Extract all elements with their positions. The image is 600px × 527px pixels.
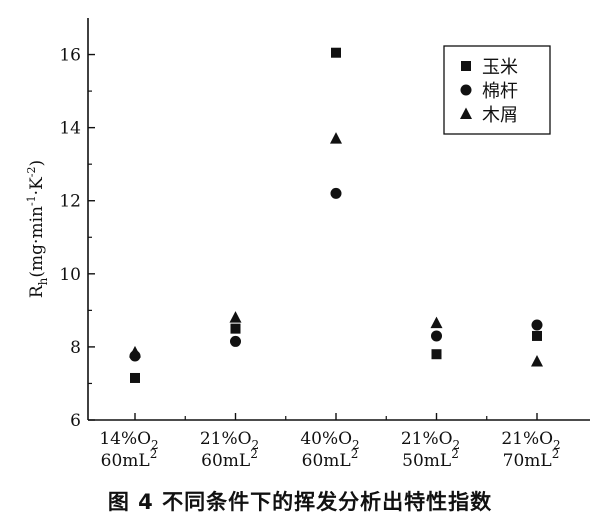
x-tick-label-line1: 14%O2 — [99, 429, 158, 452]
x-tick-label-line2: 50mL2 — [402, 447, 459, 471]
point-triangle — [229, 311, 242, 323]
point-circle — [531, 319, 543, 331]
legend-marker-square — [461, 61, 471, 71]
x-tick-label-line2: 60mL2 — [201, 447, 258, 471]
y-tick-label: 16 — [59, 46, 81, 66]
legend-label: 棉杆 — [482, 81, 518, 102]
y-axis-label: Rh(mg·min-1·K-2) — [25, 160, 50, 298]
y-tick-label: 14 — [59, 119, 81, 139]
x-ticks: 14%O260mL221%O260mL240%O260mL221%O250mL2… — [99, 413, 561, 471]
point-square — [532, 330, 542, 341]
series-triangle — [129, 132, 543, 367]
x-tick-label-line2: 70mL2 — [503, 447, 560, 471]
point-square — [331, 47, 341, 58]
y-tick-label: 12 — [59, 192, 81, 212]
y-tick-label: 8 — [70, 338, 81, 358]
series-circle — [129, 187, 543, 362]
legend-marker-circle — [460, 84, 472, 96]
point-square — [230, 323, 241, 334]
series-square — [130, 47, 542, 383]
point-circle — [330, 187, 342, 199]
y-tick-label: 10 — [59, 265, 81, 285]
x-tick-label-line1: 40%O2 — [300, 429, 359, 452]
point-triangle — [430, 316, 443, 329]
point-triangle — [330, 132, 342, 144]
x-tick-label-line1: 21%O2 — [501, 429, 560, 452]
point-circle — [230, 335, 241, 347]
legend-marker-triangle — [460, 107, 472, 119]
point-triangle — [129, 345, 141, 358]
data-marks — [129, 47, 543, 383]
y-ticks: 6 8 10 12 14 16 — [59, 46, 95, 431]
point-square — [431, 349, 442, 360]
point-square — [130, 372, 140, 383]
axes — [87, 18, 590, 421]
legend-label: 玉米 — [482, 57, 518, 78]
point-circle — [431, 330, 442, 342]
point-triangle — [531, 355, 543, 367]
x-tick-label-line2: 60mL2 — [101, 447, 158, 471]
x-tick-label-line1: 21%O2 — [200, 429, 259, 452]
legend-label: 木屑 — [482, 105, 518, 126]
legend-box — [443, 45, 551, 135]
x-tick-label-line2: 60mL2 — [302, 447, 359, 471]
y-tick-label: 6 — [70, 411, 81, 431]
figure-caption: 图 4 不同条件下的挥发分析出特性指数 — [107, 490, 493, 514]
x-tick-label-line1: 21%O2 — [401, 429, 460, 452]
